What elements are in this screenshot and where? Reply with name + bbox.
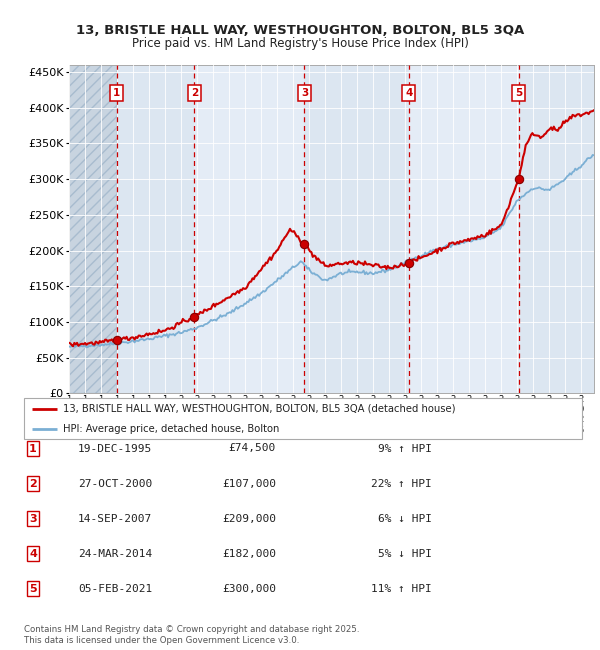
Text: 9% ↑ HPI: 9% ↑ HPI	[378, 443, 432, 454]
Text: 19-DEC-1995: 19-DEC-1995	[78, 443, 152, 454]
Text: 11% ↑ HPI: 11% ↑ HPI	[371, 584, 432, 594]
Text: 5: 5	[515, 88, 522, 98]
Text: 1: 1	[113, 88, 120, 98]
Text: 5: 5	[29, 584, 37, 594]
Text: £209,000: £209,000	[222, 514, 276, 524]
Text: 4: 4	[405, 88, 412, 98]
Text: 5% ↓ HPI: 5% ↓ HPI	[378, 549, 432, 559]
Text: 24-MAR-2014: 24-MAR-2014	[78, 549, 152, 559]
Bar	[409, 65, 518, 393]
Text: 2: 2	[191, 88, 198, 98]
Bar	[518, 65, 594, 393]
Bar	[69, 65, 116, 393]
Text: £182,000: £182,000	[222, 549, 276, 559]
Text: 22% ↑ HPI: 22% ↑ HPI	[371, 478, 432, 489]
Text: 3: 3	[29, 514, 37, 524]
Text: £107,000: £107,000	[222, 478, 276, 489]
Text: 4: 4	[29, 549, 37, 559]
Text: 05-FEB-2021: 05-FEB-2021	[78, 584, 152, 594]
Text: 14-SEP-2007: 14-SEP-2007	[78, 514, 152, 524]
Text: 13, BRISTLE HALL WAY, WESTHOUGHTON, BOLTON, BL5 3QA (detached house): 13, BRISTLE HALL WAY, WESTHOUGHTON, BOLT…	[63, 404, 455, 413]
Text: 13, BRISTLE HALL WAY, WESTHOUGHTON, BOLTON, BL5 3QA: 13, BRISTLE HALL WAY, WESTHOUGHTON, BOLT…	[76, 24, 524, 37]
Text: 1: 1	[29, 443, 37, 454]
Text: 27-OCT-2000: 27-OCT-2000	[78, 478, 152, 489]
Text: HPI: Average price, detached house, Bolton: HPI: Average price, detached house, Bolt…	[63, 424, 280, 434]
Bar	[194, 65, 304, 393]
Bar	[69, 65, 116, 393]
Text: Contains HM Land Registry data © Crown copyright and database right 2025.
This d: Contains HM Land Registry data © Crown c…	[24, 625, 359, 645]
Text: 3: 3	[301, 88, 308, 98]
Text: Price paid vs. HM Land Registry's House Price Index (HPI): Price paid vs. HM Land Registry's House …	[131, 37, 469, 50]
Bar	[304, 65, 409, 393]
Text: 6% ↓ HPI: 6% ↓ HPI	[378, 514, 432, 524]
Text: 2: 2	[29, 478, 37, 489]
Text: £300,000: £300,000	[222, 584, 276, 594]
Bar	[116, 65, 194, 393]
FancyBboxPatch shape	[24, 398, 582, 439]
Text: £74,500: £74,500	[229, 443, 276, 454]
